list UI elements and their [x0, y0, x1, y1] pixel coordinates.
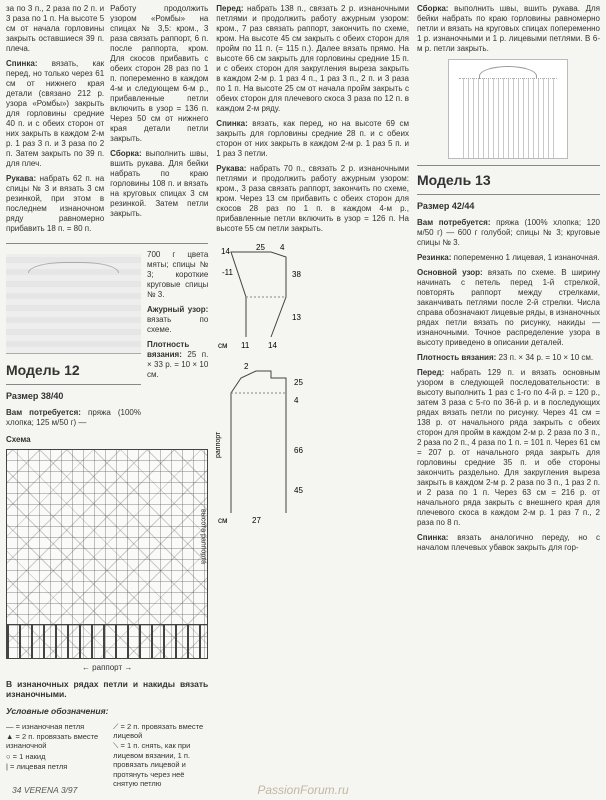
garment-sketch: [448, 59, 568, 159]
schema-note: В изнаночных рядах петли и накиды вязать…: [6, 679, 208, 700]
svg-text:11: 11: [241, 341, 250, 350]
schema-label: Схема: [6, 435, 208, 445]
svg-text:14: 14: [268, 341, 277, 350]
text-block: Рукава: набрать 70 п., связать 2 р. изна…: [216, 164, 409, 234]
divider: [417, 194, 600, 195]
pattern-diagram-body: 2 25 4 66 45 27 см раппорт: [216, 363, 346, 526]
knitting-chart: [6, 449, 208, 659]
text-block: Сборка: выполнить швы, вшить рукава. Для…: [417, 4, 600, 54]
text-block: Спинка: вязать, как перед, но только чер…: [6, 59, 104, 169]
svg-text:45: 45: [294, 486, 303, 495]
text-block: Сборка: выполнить швы, вшить рукава. Для…: [110, 149, 208, 219]
text-block: Плотность вязания: 23 п. × 34 р. = 10 × …: [417, 353, 600, 363]
svg-text:25: 25: [294, 378, 303, 387]
text-block: Работу продолжить узором «Ромбы» на спиц…: [110, 4, 208, 144]
legend-item: ⟍ = 1 п. снять, как при лицевом вязании,…: [113, 741, 208, 788]
legend: Условные обозначения: — = изнаночная пет…: [6, 706, 208, 790]
svg-text:25: 25: [256, 243, 265, 252]
divider: [417, 165, 600, 166]
svg-text:-11: -11: [222, 268, 234, 277]
model-title: Модель 12: [6, 362, 141, 380]
svg-text:38: 38: [292, 270, 301, 279]
size-label: Размер 42/44: [417, 201, 600, 212]
text-block: 700 г цвета мяты; спицы № 3; короткие кр…: [147, 250, 208, 300]
svg-text:раппорт: раппорт: [216, 431, 222, 458]
text-block: Основной узор: вязать по схеме. В ширину…: [417, 268, 600, 348]
legend-item: ○ = 1 накид: [6, 752, 101, 761]
text-block: Ажурный узор: вязать по схеме.: [147, 305, 208, 335]
side-label: высота раппорта: [198, 509, 207, 564]
svg-text:66: 66: [294, 446, 303, 455]
text-block: Вам потребуется: пряжа (100% хлопка; 125…: [6, 408, 141, 428]
divider: [6, 243, 208, 244]
text-block: Спинка: вязать аналогично переду, но с н…: [417, 533, 600, 553]
text-block: Перед: набрать 129 п. и вязать основным …: [417, 368, 600, 528]
pattern-diagram-sleeve: 25 4 14 38 13 11 14 см -11: [216, 242, 346, 355]
svg-text:4: 4: [280, 243, 285, 252]
legend-item: — = изнаночная петля: [6, 722, 101, 731]
garment-sketch: [6, 254, 141, 354]
svg-text:см: см: [218, 341, 228, 350]
svg-text:2: 2: [244, 363, 249, 371]
svg-text:27: 27: [252, 516, 261, 523]
svg-text:13: 13: [292, 313, 301, 322]
text-block: Вам потребуется: пряжа (100% хлопка; 120…: [417, 218, 600, 248]
page-footer: 34 VERENA 3/97: [12, 785, 77, 796]
text-block: Рукава: набрать 62 п. на спицы № 3 и вяз…: [6, 174, 104, 234]
svg-text:4: 4: [294, 396, 299, 405]
rapport-label: ← раппорт →: [6, 663, 208, 673]
text-block: Перед: набрать 138 п., связать 2 р. изна…: [216, 4, 409, 114]
svg-text:см: см: [218, 516, 228, 523]
text-block: Резинка: попеременно 1 лицевая, 1 изнано…: [417, 253, 600, 263]
text-block: Спинка: вязать, как перед, но на высоте …: [216, 119, 409, 159]
divider: [6, 384, 141, 385]
text-block: Плотность вязания: 25 п. × 33 р. = 10 × …: [147, 340, 208, 380]
legend-item: ▲ = 2 п. провязать вместе изнаночной: [6, 732, 101, 751]
size-label: Размер 38/40: [6, 391, 141, 402]
legend-item: ⟋ = 2 п. провязать вместе лицевой: [113, 722, 208, 741]
model-title: Модель 13: [417, 172, 600, 190]
svg-text:14: 14: [221, 247, 230, 256]
legend-item: | = лицевая петля: [6, 762, 101, 771]
text-block: за по 3 п., 2 раза по 2 п. и 3 раза по 1…: [6, 4, 104, 54]
